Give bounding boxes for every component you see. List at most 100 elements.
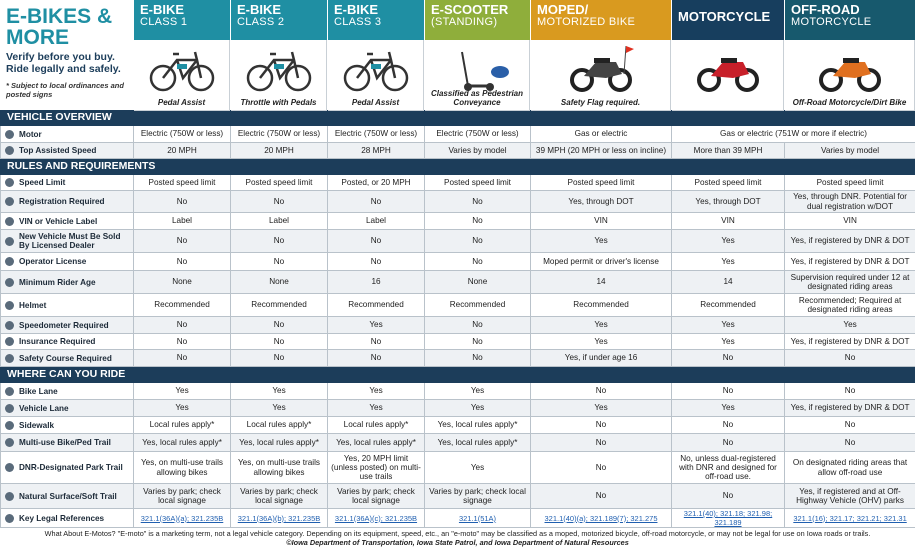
row-icon <box>5 420 14 430</box>
column-image: Safety Flag required. <box>531 40 671 111</box>
table-cell: Yes, local rules apply* <box>327 433 425 452</box>
row-icon <box>5 197 14 207</box>
column-title: E-BIKE <box>334 2 379 17</box>
legal-reference[interactable]: 321.1(16); 321.17; 321.21; 321.31 <box>783 507 915 529</box>
table-cell: Yes, through DOT <box>530 190 672 213</box>
table-cell: Posted, or 20 MPH <box>327 174 425 191</box>
table-cell: No, unless dual-registered with DNR and … <box>671 451 785 484</box>
column-title-bar: MOPED/MOTORIZED BIKE <box>531 0 671 40</box>
row-icon <box>5 129 14 139</box>
legal-reference[interactable]: 321.1(40); 321.18; 321.98; 321.189 <box>671 507 785 529</box>
table-cell: No <box>783 433 915 452</box>
row-label-text: Safety Course Required <box>19 353 112 363</box>
legal-reference[interactable]: 321.1(40)(a); 321.189(7); 321.275 <box>530 507 672 529</box>
table-cell: No <box>230 190 328 213</box>
table-cell: More than 39 MPH <box>671 142 785 159</box>
table-cell: No <box>230 316 328 334</box>
column-caption: Pedal Assist <box>157 98 206 107</box>
table-cell: 14 <box>671 270 785 294</box>
table-cell: 16 <box>327 270 425 294</box>
column-caption: Safety Flag required. <box>560 98 641 107</box>
row-icon <box>5 491 14 501</box>
column-subtitle: MOTORCYCLE <box>791 16 872 28</box>
column-header: MOPED/MOTORIZED BIKE Safety Flag required… <box>530 0 671 111</box>
table-cell: No <box>530 382 672 400</box>
vehicle-icon <box>343 51 408 92</box>
column-subtitle: CLASS 3 <box>334 16 382 28</box>
table-row: DNR-Designated Park Trail Yes, on multi-u… <box>0 451 915 484</box>
table-cell: Yes, through DOT <box>671 190 785 213</box>
legal-reference[interactable]: 321.1(51A) <box>424 507 531 529</box>
table-cell: Yes, on multi-use trails allowing bikes <box>133 451 231 484</box>
column-caption: Off-Road Motorcycle/Dirt Bike <box>792 98 907 107</box>
title-panel: E-BIKES & MORE Verify before you buy. Ri… <box>0 0 133 110</box>
table-cell: Yes <box>133 382 231 400</box>
section-row: VEHICLE OVERVIEW <box>0 110 915 126</box>
column-title-bar: E-BIKE CLASS 1 <box>134 0 230 40</box>
column-title-bar: MOTORCYCLE <box>672 0 784 40</box>
table-cell: No <box>327 349 425 367</box>
row-label: Key Legal References <box>0 507 134 529</box>
table-row: Helmet Recommended Recommended Recommended R… <box>0 293 915 317</box>
row-icon <box>5 277 14 287</box>
table-cell: No <box>424 349 531 367</box>
row-label-text: New Vehicle Must Be Sold By Licensed Dea… <box>19 231 121 250</box>
table-cell: No <box>327 333 425 350</box>
table-cell: Varies by model <box>424 142 531 159</box>
row-icon <box>5 353 14 363</box>
vehicle-icon <box>818 58 881 92</box>
table-cell: Recommended <box>530 293 672 317</box>
row-label: Top Assisted Speed <box>0 142 134 159</box>
column-image: Pedal Assist <box>328 40 424 111</box>
table-cell: No <box>671 349 785 367</box>
table-cell: No <box>424 229 531 253</box>
legal-reference[interactable]: 321.1(36A)(a); 321.235B <box>133 507 231 529</box>
table-cell: Yes <box>671 333 785 350</box>
table-cell: Yes <box>133 399 231 417</box>
table-cell: Gas or electric (751W or more if electri… <box>670 125 915 143</box>
table-cell: Yes, local rules apply* <box>424 416 531 434</box>
column-header: E-BIKE CLASS 3 Pedal Assist <box>327 0 424 111</box>
section-row: RULES AND REQUIREMENTS <box>0 158 915 175</box>
column-title-bar: E-SCOOTER (STANDING) <box>425 0 530 40</box>
row-label-text: Operator License <box>19 257 87 266</box>
table-cell: No <box>783 382 915 400</box>
legal-reference[interactable]: 321.1(36A)(c); 321.235B <box>327 507 425 529</box>
row-label-text: Minimum Rider Age <box>19 277 96 287</box>
table-cell: Yes, local rules apply* <box>424 433 531 452</box>
column-title-bar: OFF-ROAD MOTORCYCLE <box>785 0 915 40</box>
table-cell: Label <box>133 212 231 230</box>
column-title: MOTORCYCLE <box>678 9 771 24</box>
section-row: WHERE CAN YOU RIDE <box>0 366 915 383</box>
row-icon <box>5 403 14 413</box>
column-header: OFF-ROAD MOTORCYCLE Off-Road Motorcycle/Di… <box>784 0 915 111</box>
table-cell: Local rules apply* <box>327 416 425 434</box>
table-cell: No <box>530 483 672 509</box>
row-label-text: DNR-Designated Park Trail <box>19 463 123 472</box>
legal-reference[interactable]: 321.1(36A)(b); 321.235B <box>230 507 328 529</box>
vehicle-icon <box>246 51 311 92</box>
table-cell: VIN <box>530 212 672 230</box>
column-title: OFF-ROAD <box>791 2 860 17</box>
table-row: Speedometer Required No No Yes No Yes Yes Yes <box>0 316 915 334</box>
table-cell: Yes <box>424 382 531 400</box>
row-icon <box>5 146 14 156</box>
table-row: Bike Lane Yes Yes Yes Yes No No No <box>0 382 915 400</box>
table-row: New Vehicle Must Be Sold By Licensed Dea… <box>0 229 915 253</box>
table-cell: Varies by park; check local signage <box>424 483 531 509</box>
column-header: E-SCOOTER (STANDING) Classified as Pedestr… <box>424 0 530 111</box>
column-image: Pedal Assist <box>134 40 230 111</box>
row-label: Operator License <box>0 252 134 271</box>
table-cell: No <box>230 252 328 271</box>
table-cell: Recommended <box>327 293 425 317</box>
table-row: Operator License No No No No Moped permit or … <box>0 252 915 271</box>
column-image: Throttle with Pedals <box>231 40 327 111</box>
table-cell: No <box>230 333 328 350</box>
column-title: MOPED/ <box>537 2 589 17</box>
table-cell: 20 MPH <box>230 142 328 159</box>
table-cell: Yes, through DNR. Potential for dual reg… <box>783 190 915 213</box>
row-label: Motor <box>0 125 134 143</box>
table-cell: Yes <box>671 399 785 417</box>
row-icon <box>5 257 14 267</box>
column-caption: Classified as Pedestrian Conveyance <box>430 89 524 107</box>
